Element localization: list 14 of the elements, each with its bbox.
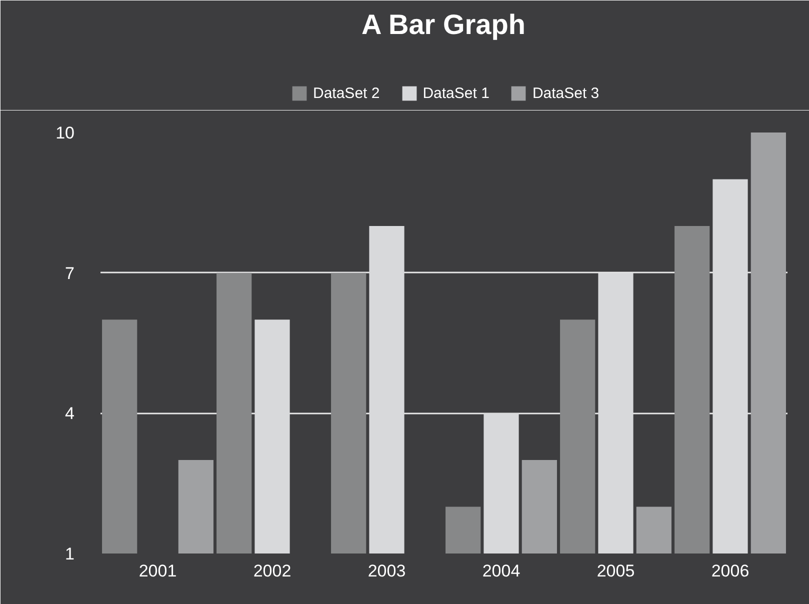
legend-label: DataSet 1 (422, 84, 490, 102)
x-tick-label: 2004 (482, 562, 520, 580)
x-tick-label: 2002 (253, 562, 292, 580)
legend-label: DataSet 2 (313, 84, 380, 102)
legend-label: DataSet 3 (532, 84, 600, 102)
x-tick-label: 2001 (138, 562, 177, 580)
y-tick-label: 1 (65, 544, 75, 564)
chart-title: A Bar Graph (362, 9, 526, 40)
x-tick-label: 2006 (711, 562, 750, 580)
y-tick-label: 4 (65, 404, 75, 424)
x-tick-label: 2005 (596, 562, 635, 580)
y-tick-label: 7 (65, 264, 75, 283)
x-tick-label: 2003 (368, 562, 406, 580)
y-tick-label: 10 (56, 124, 75, 142)
